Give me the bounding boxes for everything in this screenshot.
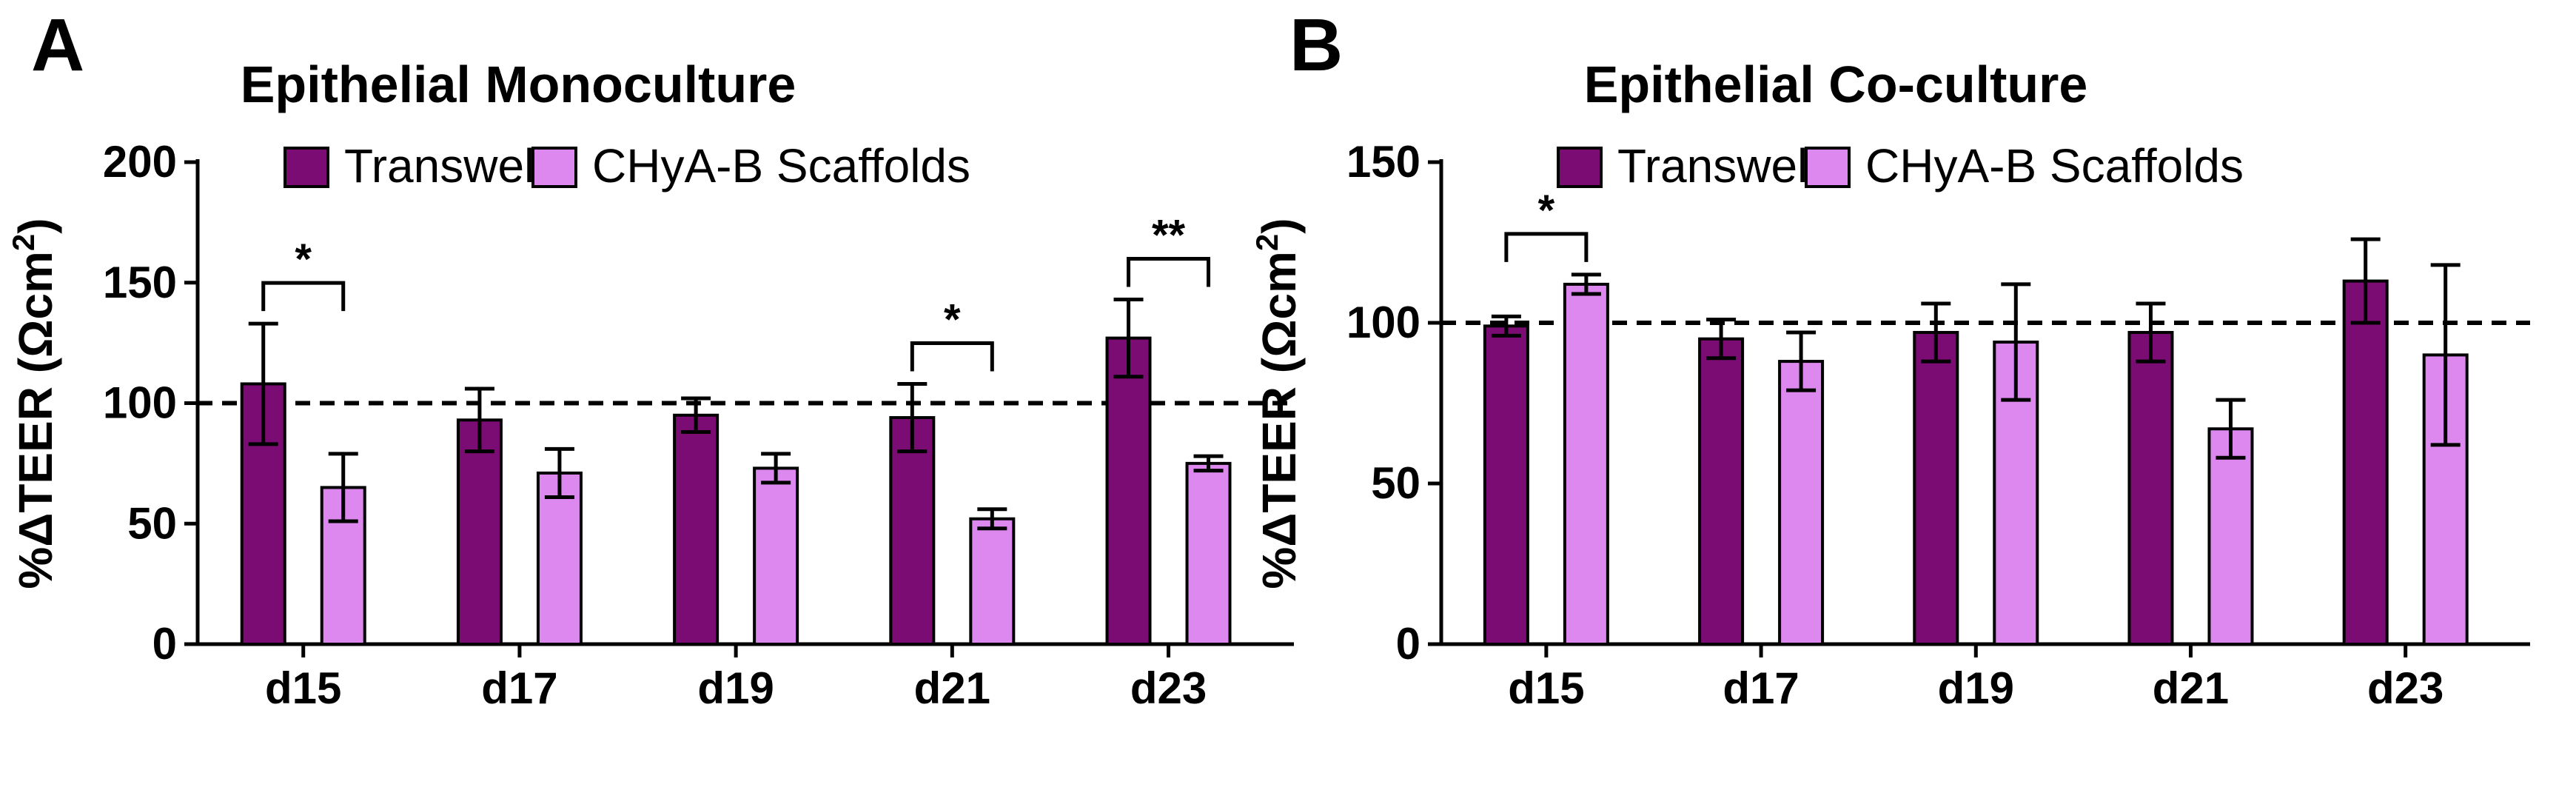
x-tick-label: d15 [265, 663, 341, 713]
y-axis-label: %ΔTEER (Ωcm2) [6, 218, 62, 589]
bar-scaffolds-d17 [1778, 360, 1825, 646]
legend-label-transwells: Transwells [344, 139, 568, 193]
bar-scaffolds-d23 [2422, 353, 2469, 646]
bar-scaffolds-d21 [2207, 427, 2254, 646]
significance-label: * [1538, 187, 1555, 235]
y-tick-label: 50 [127, 498, 177, 548]
y-tick-label: 100 [1346, 298, 1421, 347]
significance-bracket [261, 281, 346, 312]
legend-label-transwells: Transwells [1617, 139, 1842, 193]
bar-transwells-d23 [2342, 279, 2389, 646]
y-tick-label: 100 [103, 378, 177, 428]
x-tick-label: d15 [1508, 663, 1584, 713]
chart-title: Epithelial Co-culture [1584, 56, 2088, 113]
x-tick-label: d17 [1723, 663, 1799, 713]
panel-letter: A [31, 4, 84, 87]
significance-label: * [944, 295, 961, 344]
legend-swatch-scaffolds [531, 147, 577, 188]
x-tick-label: d19 [697, 663, 774, 713]
chart-panel-a: A Epithelial Monoculture %ΔTEER (Ωcm2) 0 50 1… [6, 4, 1294, 713]
bar-transwells-d15 [1483, 324, 1529, 646]
panel-letter: B [1289, 4, 1343, 87]
y-axis-label: %ΔTEER (Ωcm2) [1250, 218, 1306, 589]
bar-transwells-d19 [1913, 331, 1959, 646]
bar-scaffolds-d21 [969, 517, 1016, 646]
significance-bracket [1127, 257, 1211, 287]
bar-scaffolds-d15 [1563, 282, 1609, 646]
significance-label: ** [1152, 212, 1186, 260]
significance-bracket [910, 341, 994, 372]
bar-transwells-d19 [673, 413, 720, 646]
y-tick-label: 200 [103, 137, 177, 187]
bar-scaffolds-d19 [753, 466, 799, 646]
x-tick-label: d19 [1938, 663, 2014, 713]
legend-label-scaffolds: CHyA-B Scaffolds [592, 139, 970, 193]
bar-transwells-d23 [1105, 336, 1152, 646]
x-tick-label: d23 [1130, 663, 1207, 713]
chart-panel-b: B Epithelial Co-culture %ΔTEER (Ωcm2) 0 50 10… [1250, 4, 2530, 713]
legend-swatch-scaffolds [1805, 147, 1851, 188]
x-tick-label: d17 [481, 663, 557, 713]
bar-transwells-d17 [456, 418, 503, 646]
bar-transwells-d21 [2127, 331, 2174, 646]
y-tick-label: 150 [103, 258, 177, 307]
bar-scaffolds-d23 [1185, 461, 1232, 646]
bar-transwells-d17 [1698, 337, 1745, 646]
y-tick-label: 50 [1371, 458, 1421, 508]
legend-swatch-transwells [284, 147, 329, 188]
x-tick-label: d21 [2153, 663, 2229, 713]
y-tick-label: 0 [152, 619, 177, 669]
y-tick-label: 150 [1346, 137, 1421, 187]
chart-title: Epithelial Monoculture [241, 56, 796, 113]
bar-scaffolds-d17 [536, 471, 583, 646]
legend-swatch-transwells [1557, 147, 1603, 188]
x-tick-label: d21 [914, 663, 990, 713]
legend-label-scaffolds: CHyA-B Scaffolds [1865, 139, 2244, 193]
y-tick-label: 0 [1396, 619, 1421, 669]
significance-label: * [295, 235, 312, 284]
x-tick-label: d23 [2367, 663, 2443, 713]
significance-bracket [1504, 232, 1589, 262]
